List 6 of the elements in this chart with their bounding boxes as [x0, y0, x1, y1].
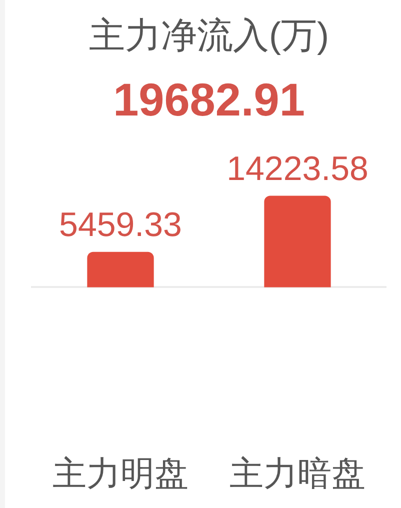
x-tick-label: 主力暗盘 — [230, 454, 366, 493]
chart-subtitle: 19682.91 — [113, 73, 305, 126]
data-label: 14223.58 — [226, 150, 368, 188]
chart-title: 主力净流入(万) — [89, 14, 329, 56]
x-tick-label: 主力明盘 — [52, 454, 188, 493]
data-label: 5459.33 — [59, 206, 182, 244]
